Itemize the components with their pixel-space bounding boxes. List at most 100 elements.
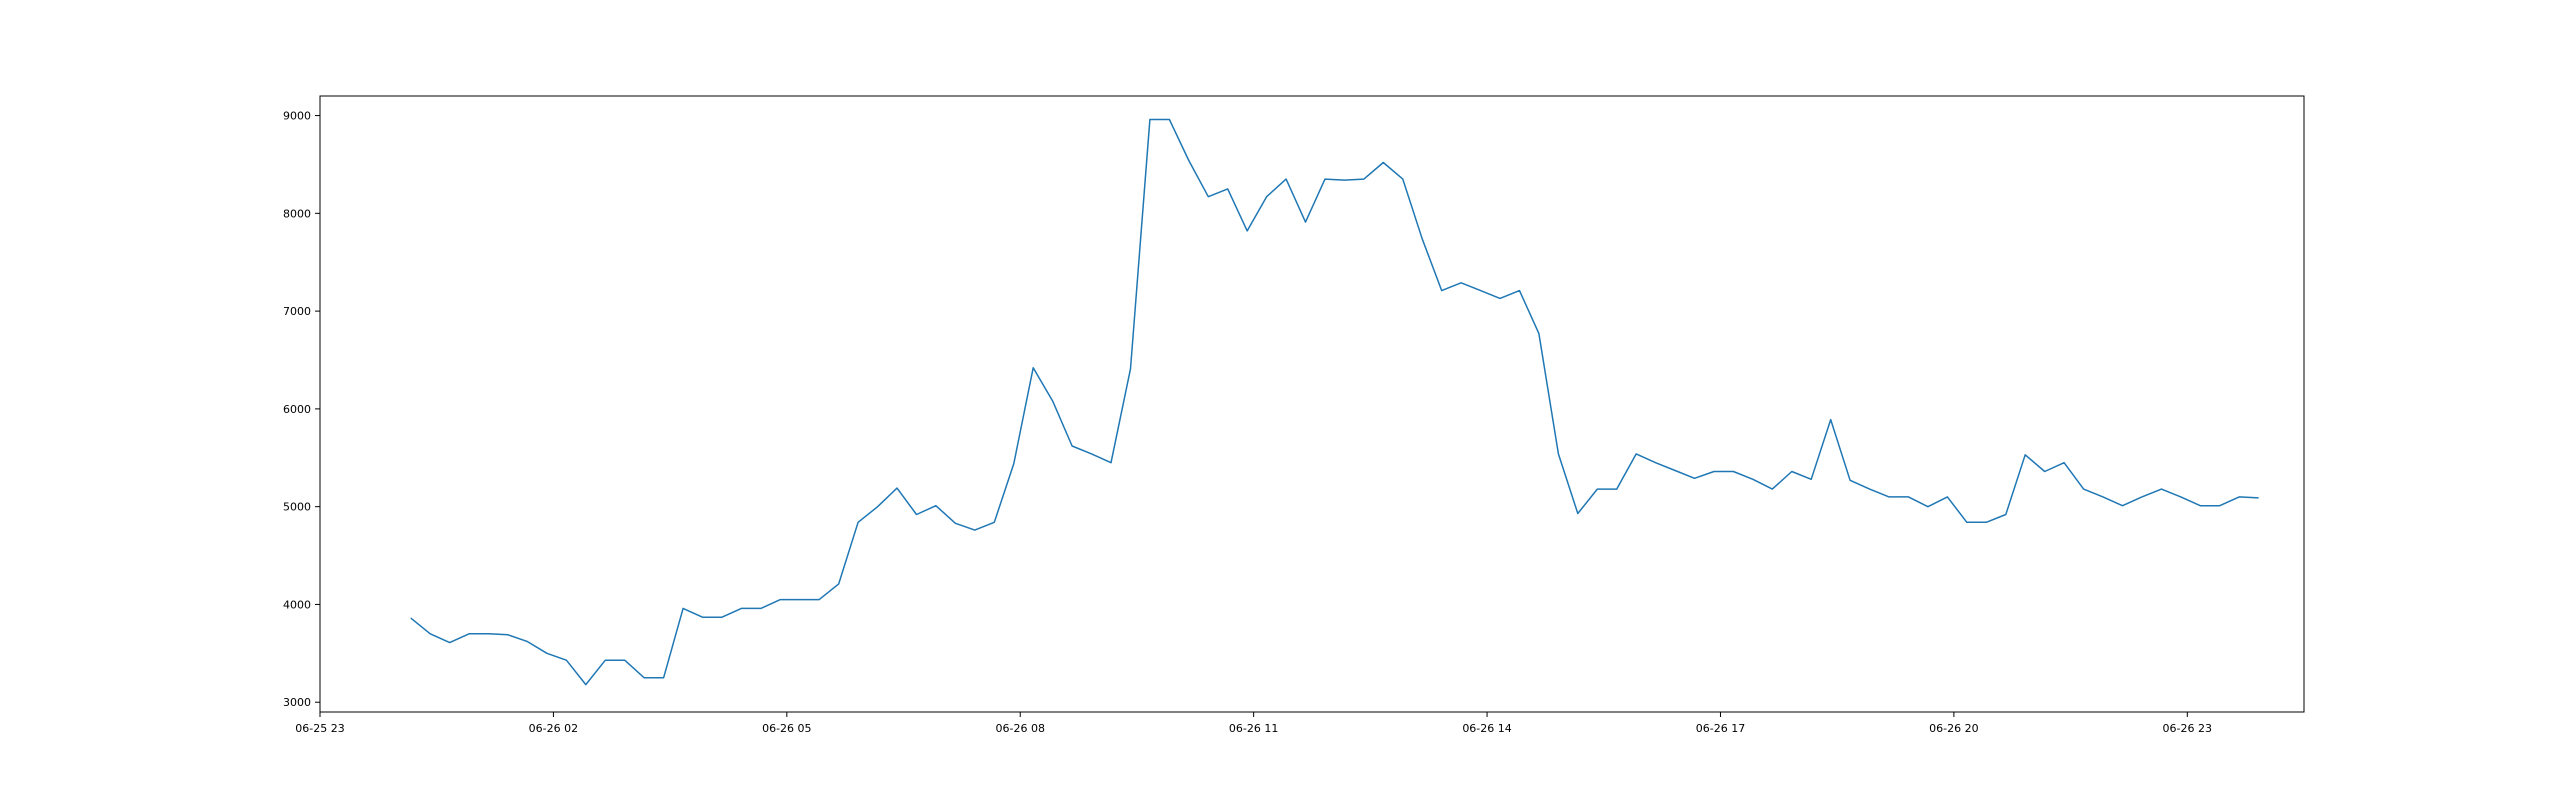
x-tick-label: 06-26 17 (1696, 722, 1745, 735)
data-point (468, 633, 470, 635)
x-tick-label: 06-26 23 (2163, 722, 2212, 735)
data-point (721, 616, 723, 618)
data-point (585, 683, 587, 685)
y-tick-label: 3000 (283, 696, 311, 709)
x-tick-label: 06-26 08 (996, 722, 1045, 735)
data-point (954, 522, 956, 524)
data-point (1732, 470, 1734, 472)
data-point (915, 513, 917, 515)
data-point (799, 598, 801, 600)
y-tick-label: 4000 (283, 598, 311, 611)
data-point (1382, 161, 1384, 163)
data-point (1635, 453, 1637, 455)
data-point (1304, 221, 1306, 223)
y-tick-label: 5000 (283, 501, 311, 514)
data-point (1440, 289, 1442, 291)
data-point (662, 677, 664, 679)
data-point (1460, 282, 1462, 284)
data-point (2082, 488, 2084, 490)
data-point (1713, 470, 1715, 472)
data-point (1499, 297, 1501, 299)
data-point (2024, 454, 2026, 456)
plot-area-frame (319, 95, 2305, 713)
data-point (1868, 488, 1870, 490)
data-point (1129, 368, 1131, 370)
data-point (2219, 504, 2221, 506)
data-point (1343, 179, 1345, 181)
data-point (876, 505, 878, 507)
data-point (624, 659, 626, 661)
data-point (2180, 496, 2182, 498)
data-point (546, 652, 548, 654)
data-point (974, 529, 976, 531)
data-point (1674, 469, 1676, 471)
y-tick-label: 9000 (283, 110, 311, 123)
data-point (993, 521, 995, 523)
data-point (1168, 118, 1170, 120)
data-point (2043, 470, 2045, 472)
data-point (429, 633, 431, 635)
data-point (1518, 289, 1520, 291)
x-tick-label: 06-25 23 (295, 722, 344, 735)
data-point (2005, 513, 2007, 515)
data-point (1557, 453, 1559, 455)
y-tick-label: 8000 (283, 207, 311, 220)
data-point (1013, 462, 1015, 464)
data-point (857, 521, 859, 523)
data-point (487, 633, 489, 635)
data-point (1324, 178, 1326, 180)
data-point (760, 607, 762, 609)
y-tick-label: 7000 (283, 305, 311, 318)
data-point (1110, 461, 1112, 463)
data-point (604, 659, 606, 661)
data-point (1791, 470, 1793, 472)
data-point (1149, 118, 1151, 120)
data-point (1402, 178, 1404, 180)
data-point (1090, 453, 1092, 455)
data-point (1285, 178, 1287, 180)
data-point (526, 640, 528, 642)
data-point (1538, 332, 1540, 334)
data-point (565, 659, 567, 661)
data-point (1927, 505, 1929, 507)
series-layer (410, 118, 2259, 686)
data-point (1966, 521, 1968, 523)
data-point (896, 487, 898, 489)
series-line (410, 118, 2259, 686)
data-point (818, 598, 820, 600)
data-point (682, 607, 684, 609)
x-tick-label: 06-26 14 (1462, 722, 1511, 735)
x-axis: 06-25 23 06-26 02 06-26 05 06-26 08 06-26 11… (295, 712, 2212, 735)
data-point (1265, 196, 1267, 198)
x-tick-label: 06-26 02 (529, 722, 578, 735)
data-point (1771, 488, 1773, 490)
data-point (2102, 496, 2104, 498)
data-point (1907, 496, 1909, 498)
data-point (1985, 521, 1987, 523)
data-point (1246, 230, 1248, 232)
data-point (740, 607, 742, 609)
y-tick-label: 6000 (283, 403, 311, 416)
data-point (1227, 188, 1229, 190)
data-point (1188, 159, 1190, 161)
data-point (1829, 418, 1831, 420)
x-tick-label: 06-26 05 (762, 722, 811, 735)
data-point (1693, 477, 1695, 479)
data-point (1051, 400, 1053, 402)
data-point (1363, 178, 1365, 180)
data-point (1207, 196, 1209, 198)
data-point (1421, 238, 1423, 240)
data-point (1849, 479, 1851, 481)
data-point (701, 616, 703, 618)
data-point (1946, 496, 1948, 498)
data-point (2257, 497, 2259, 499)
data-point (1654, 461, 1656, 463)
data-point (643, 677, 645, 679)
x-tick-label: 06-26 11 (1229, 722, 1278, 735)
data-point (2238, 496, 2240, 498)
data-point (837, 583, 839, 585)
data-point (2199, 504, 2201, 506)
